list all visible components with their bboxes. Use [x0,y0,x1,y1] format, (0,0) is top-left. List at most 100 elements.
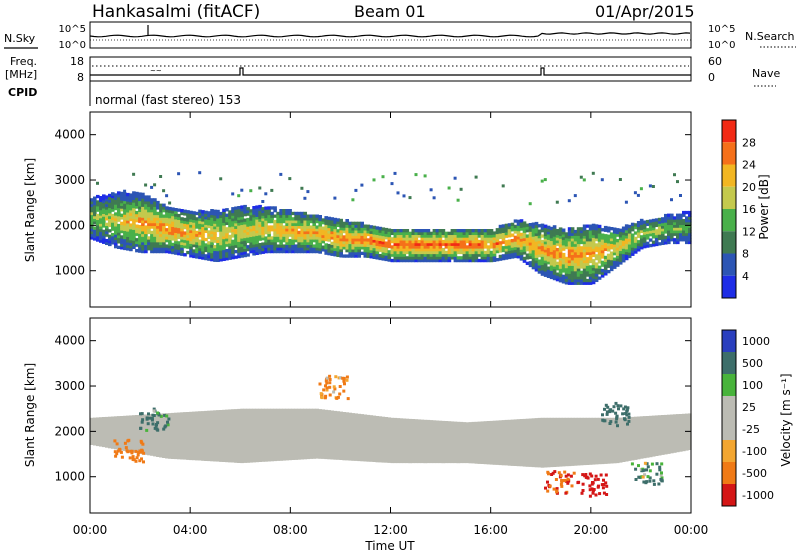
power-cell [132,232,136,236]
power-cell [363,240,368,245]
power-cell [609,251,614,255]
power-cell [363,243,368,247]
velocity-ground-cell [438,420,443,464]
power-cell [588,238,593,242]
power-cell [474,245,479,249]
power-cell [612,233,617,237]
power-cell [165,222,169,227]
power-cell [177,224,181,229]
power-cell [168,234,172,238]
velocity-ground-cell [582,417,587,466]
power-cell [147,228,151,232]
velocity-ground-cell [585,417,590,465]
power-cell [444,250,449,255]
velocity-cell [332,385,336,389]
power-cell [108,204,112,209]
power-cell [603,272,608,276]
velocity-ground-cell [132,415,136,453]
power-cell [363,229,368,234]
power-cell [465,250,470,255]
power-cell [423,245,428,249]
velocity-ground-cell [237,408,241,463]
power-cell [201,221,205,225]
power-cell [198,250,202,254]
power-cell [99,228,103,232]
power-cell [351,254,355,258]
power-cell [327,243,331,248]
power-cell [240,213,244,217]
power-cell [198,231,202,235]
power-cell [507,225,512,230]
power-cell [606,256,611,260]
power-cell [162,214,166,218]
power-cell [348,224,352,228]
power-cell [351,246,355,250]
power-cell [156,203,160,207]
power-cell [204,248,208,253]
power-cell [315,214,319,218]
power-cell [126,239,130,243]
power-cell [603,228,608,232]
power-cell [291,233,295,237]
power-cell [600,252,605,256]
velocity-cell [126,439,130,443]
power-cell [399,256,404,260]
velocity-cell [339,376,343,380]
power-cell [594,267,599,272]
power-cell [624,224,629,228]
power-cell [471,234,476,238]
power-cell [150,200,154,205]
power-cell [114,239,118,243]
power-cell [273,249,277,254]
power-cell [471,248,476,252]
power-cell [315,219,319,224]
power-cell [270,225,274,229]
power-cell [264,236,268,240]
power-cell [682,229,686,234]
power-cell [93,207,97,211]
velocity-cell [591,491,595,495]
power-cell [552,249,557,254]
power-cell [381,257,386,261]
velocity-cell [563,478,567,482]
power-cell [432,234,437,238]
power-cell [468,253,473,257]
velocity-cell [617,407,620,411]
power-cell [651,243,656,247]
velocity-cell [156,421,160,425]
power-cell [588,224,593,228]
power-cell [288,239,292,243]
velocity-cell [626,422,629,426]
power-cell [546,261,551,265]
power-cell [603,245,608,249]
power-cell [447,231,452,236]
power-cell [435,248,440,252]
power-cell [342,224,346,228]
power-cell [627,246,632,250]
power-cell [300,217,304,221]
power-cell [252,246,256,251]
power-cell [480,234,485,238]
power-cell [597,243,602,248]
power-cell [372,236,377,240]
power-cell [573,270,578,275]
power-cell [456,258,461,263]
power-cell [519,246,524,250]
power-cell [90,203,94,207]
power-cell [573,194,577,198]
power-cell [609,227,614,231]
power-cell [603,258,608,262]
power-cell [546,258,551,262]
power-cell [144,236,148,240]
power-cell [621,240,626,244]
velocity-ground-cell [363,414,368,462]
power-cell [399,258,404,263]
power-cell [255,213,259,217]
power-cell [591,272,596,277]
power-cell [670,235,674,239]
power-cell [198,242,202,246]
power-cell [234,228,238,232]
power-cell [360,227,364,231]
power-cell [111,224,115,229]
